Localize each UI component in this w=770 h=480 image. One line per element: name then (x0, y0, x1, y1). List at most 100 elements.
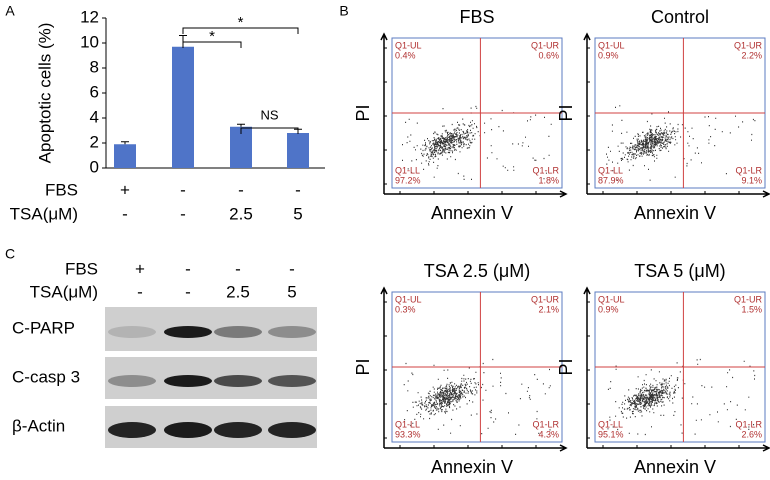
significance-label: * (238, 14, 244, 31)
quadrant-percentage: 0.6% (538, 50, 559, 60)
blot-label: β-Actin (12, 416, 65, 435)
quadrant-name: Q1-LL (598, 165, 623, 175)
quadrant-percentage: 0.4% (395, 50, 416, 60)
quadrant-percentage: 87.9% (598, 175, 624, 185)
condition-label: FBS (45, 180, 78, 199)
event-cloud (606, 105, 756, 181)
band (164, 422, 212, 438)
condition-value: - (122, 204, 128, 223)
condition-value: + (135, 259, 145, 278)
quadrant-percentage: 93.3% (395, 429, 421, 439)
y-axis-label: Apoptotic cells (%) (35, 23, 54, 164)
significance-label: * (209, 28, 215, 45)
plot-title: FBS (459, 7, 494, 27)
quadrant-name: Q1-UR (734, 294, 763, 304)
band (268, 326, 316, 338)
y-axis-label: PI (556, 104, 576, 121)
quadrant-name: Q1-UR (531, 40, 560, 50)
quadrant-percentage: 9.1% (741, 175, 762, 185)
condition-value: 2.5 (226, 282, 250, 301)
y-axis-label: PI (353, 358, 373, 375)
condition-value: 5 (293, 204, 302, 223)
condition-value: - (185, 259, 191, 278)
event-cloud (607, 358, 756, 436)
blot-label: C-PARP (12, 318, 75, 337)
condition-value: - (235, 259, 241, 278)
y-axis-label: PI (556, 358, 576, 375)
significance-bracket (182, 27, 299, 34)
y-tick-label: 4 (90, 107, 99, 126)
band (164, 375, 212, 387)
quadrant-percentage: 2.1% (538, 304, 559, 314)
quadrant-percentage: 1.8% (538, 175, 559, 185)
y-tick-label: 2 (90, 132, 99, 151)
y-tick-label: 0 (90, 157, 99, 176)
band (214, 326, 262, 338)
quadrant-name: Q1-LR (532, 419, 559, 429)
quadrant-percentage: 2.6% (741, 429, 762, 439)
y-axis-arrow (380, 286, 388, 448)
event-cloud (403, 358, 551, 435)
panel-label: C (5, 246, 15, 262)
condition-value: 5 (287, 282, 296, 301)
condition-value: - (137, 282, 143, 301)
band (108, 375, 156, 387)
condition-label: FBS (65, 259, 98, 278)
significance-label: NS (260, 107, 278, 122)
x-axis-label: Annexin V (431, 457, 513, 477)
quadrant-percentage: 97.2% (395, 175, 421, 185)
y-axis-arrow (583, 32, 591, 194)
y-axis-arrow (380, 32, 388, 194)
quadrant-name: Q1-LR (532, 165, 559, 175)
condition-value: - (185, 282, 191, 301)
condition-value: - (295, 180, 301, 199)
quadrant-name: Q1-UL (598, 294, 625, 304)
y-tick-label: 6 (90, 82, 99, 101)
x-axis-label: Annexin V (634, 203, 716, 223)
quadrant-percentage: 4.3% (538, 429, 559, 439)
y-tick-label: 12 (80, 7, 99, 26)
band (214, 375, 262, 387)
condition-value: 2.5 (229, 204, 253, 223)
quadrant-name: Q1-LL (395, 165, 420, 175)
band (268, 422, 316, 438)
plot-title: TSA 2.5 (μM) (424, 261, 530, 281)
quadrant-name: Q1-LR (735, 419, 762, 429)
quadrant-name: Q1-LL (598, 419, 623, 429)
quadrant-percentage: 0.9% (598, 50, 619, 60)
quadrant-name: Q1-LL (395, 419, 420, 429)
quadrant-name: Q1-UR (531, 294, 560, 304)
blot-background (105, 307, 317, 351)
x-axis-label: Annexin V (431, 203, 513, 223)
condition-label: TSA(μM) (10, 204, 78, 223)
quadrant-name: Q1-LR (735, 165, 762, 175)
quadrant-percentage: 0.3% (395, 304, 416, 314)
condition-label: TSA(μM) (30, 282, 98, 301)
quadrant-percentage: 1.5% (741, 304, 762, 314)
condition-value: - (180, 180, 186, 199)
blot-label: C-casp 3 (12, 367, 80, 386)
quadrant-percentage: 0.9% (598, 304, 619, 314)
bar (230, 126, 252, 168)
plot-title: Control (651, 7, 709, 27)
quadrant-name: Q1-UL (395, 40, 422, 50)
band (164, 326, 212, 338)
x-axis-label: Annexin V (634, 457, 716, 477)
panel-label: A (5, 3, 15, 19)
quadrant-name: Q1-UR (734, 40, 763, 50)
panel-label: B (339, 3, 348, 19)
significance-bracket (182, 41, 242, 48)
quadrant-percentage: 2.2% (741, 50, 762, 60)
condition-value: - (289, 259, 295, 278)
band (108, 326, 156, 338)
y-axis-arrow (583, 286, 591, 448)
quadrant-percentage: 95.1% (598, 429, 624, 439)
y-axis-label: PI (353, 104, 373, 121)
significance-bracket (240, 127, 299, 134)
condition-value: - (238, 180, 244, 199)
band (214, 422, 262, 438)
bar (287, 133, 309, 168)
bar (172, 46, 194, 168)
